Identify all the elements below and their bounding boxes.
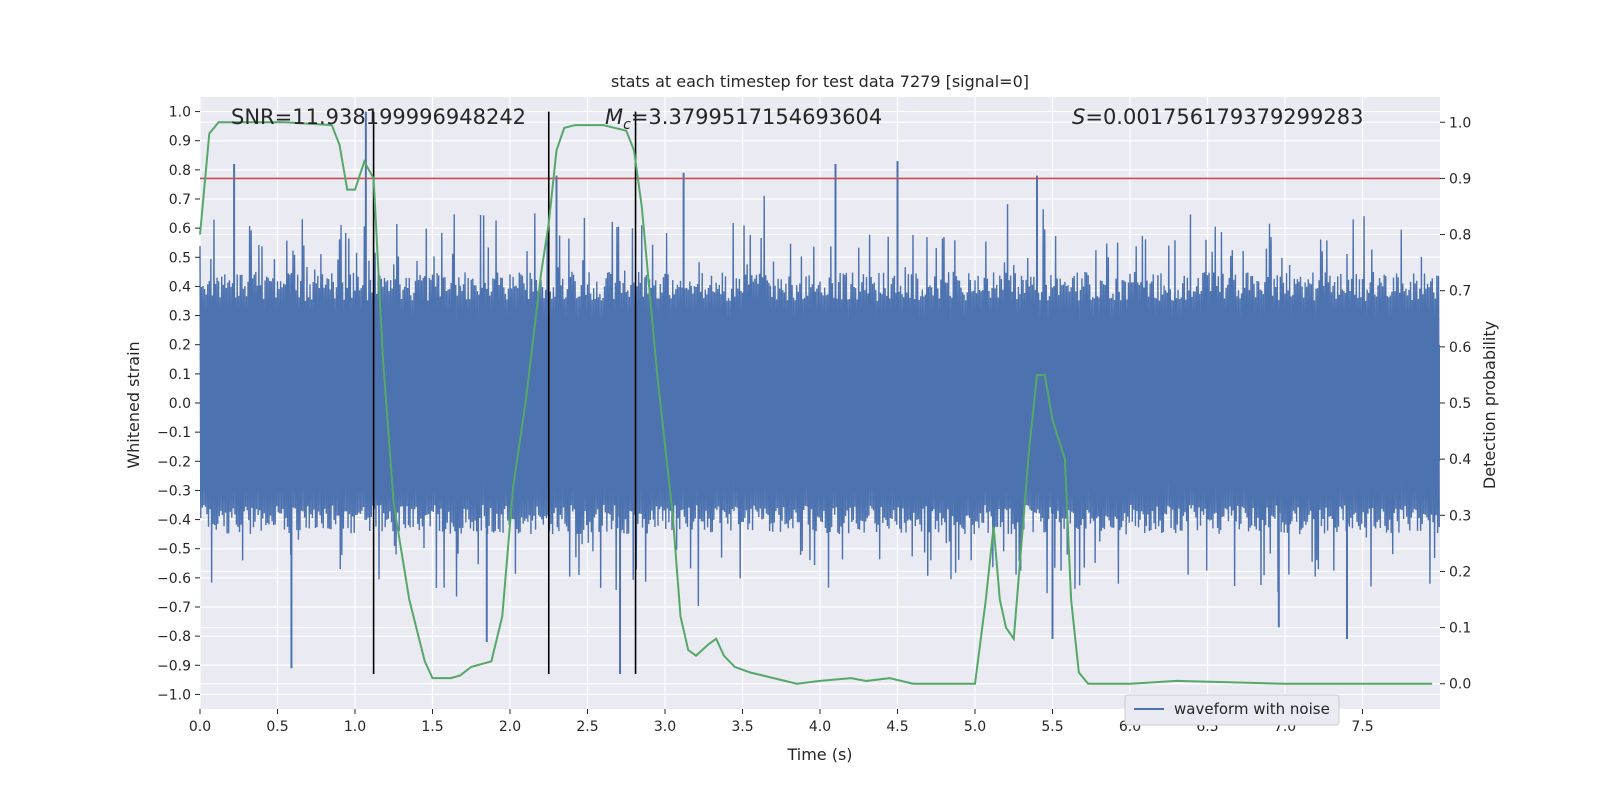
y-tick-label: −0.8 bbox=[157, 629, 191, 645]
y-axis-right-ticks: 0.0 0.1 0.2 0.3 0.4 0.5 0.6 0.7 0.8 0.9 1.0 bbox=[1440, 115, 1471, 693]
y-right-tick-label: 0.0 bbox=[1449, 677, 1471, 693]
y-axis-ticks: −1.0 −0.9 −0.8 −0.7 −0.6 −0.5 −0.4 −0.3 −0.2 −0.1… bbox=[157, 105, 200, 703]
x-tick-label: 0.5 bbox=[266, 719, 288, 735]
probability-series bbox=[199, 121, 1433, 685]
y-tick-label: 1.0 bbox=[169, 105, 191, 121]
x-tick-label: 5.5 bbox=[1041, 719, 1063, 735]
y-right-tick-label: 0.9 bbox=[1449, 171, 1471, 187]
y-tick-label: −0.3 bbox=[157, 483, 191, 499]
y-tick-label: 0.0 bbox=[169, 396, 191, 412]
y-tick-label: −1.0 bbox=[157, 687, 191, 703]
x-tick-label: 1.5 bbox=[421, 719, 443, 735]
y-tick-label: 0.6 bbox=[169, 221, 191, 237]
y-tick-label: 0.5 bbox=[169, 250, 191, 266]
y-right-tick-label: 0.3 bbox=[1449, 508, 1471, 524]
waveform-core-band bbox=[200, 344, 1440, 462]
x-axis-label: Time (s) bbox=[786, 745, 852, 764]
y-tick-label: −0.1 bbox=[157, 425, 191, 441]
x-tick-label: 5.0 bbox=[964, 719, 986, 735]
probability-line bbox=[199, 121, 1433, 685]
y-right-tick-label: 0.5 bbox=[1449, 396, 1471, 412]
y-tick-label: 0.3 bbox=[169, 309, 191, 325]
y-axis-label: Whitened strain bbox=[124, 341, 143, 468]
x-tick-label: 7.5 bbox=[1351, 719, 1373, 735]
mc-value: =3.3799517154693604 bbox=[631, 105, 882, 129]
mc-symbol: M bbox=[605, 105, 623, 129]
x-tick-label: 3.0 bbox=[654, 719, 676, 735]
y-tick-label: 0.4 bbox=[169, 279, 191, 295]
y-tick-label: 0.7 bbox=[169, 192, 191, 208]
y-tick-label: −0.7 bbox=[157, 600, 191, 616]
s-value: =0.001756179379299283 bbox=[1085, 105, 1363, 129]
y-tick-label: 0.8 bbox=[169, 163, 191, 179]
y-right-tick-label: 0.2 bbox=[1449, 564, 1471, 580]
chirp-mass-annotation: Mc=3.3799517154693604 bbox=[605, 105, 882, 133]
y-tick-label: −0.2 bbox=[157, 454, 191, 470]
vertical-markers bbox=[372, 111, 637, 675]
y-tick-label: −0.5 bbox=[157, 542, 191, 558]
snr-annotation: SNR=11.938199996948242 bbox=[231, 105, 526, 129]
mc-subscript: c bbox=[623, 117, 631, 133]
y-tick-label: 0.9 bbox=[169, 134, 191, 150]
legend-label-waveform: waveform with noise bbox=[1174, 700, 1330, 718]
s-annotation: S=0.001756179379299283 bbox=[1072, 105, 1363, 129]
y-tick-label: −0.9 bbox=[157, 658, 191, 674]
x-tick-label: 2.5 bbox=[576, 719, 598, 735]
y-right-tick-label: 0.6 bbox=[1449, 340, 1471, 356]
x-tick-label: 1.0 bbox=[344, 719, 366, 735]
y-tick-label: −0.4 bbox=[157, 513, 191, 529]
y-tick-label: −0.6 bbox=[157, 571, 191, 587]
s-symbol: S bbox=[1072, 105, 1085, 129]
y-right-tick-label: 0.8 bbox=[1449, 228, 1471, 244]
x-tick-label: 2.0 bbox=[499, 719, 521, 735]
y-right-tick-label: 0.1 bbox=[1449, 621, 1471, 637]
x-tick-label: 0.0 bbox=[189, 719, 211, 735]
x-tick-label: 4.5 bbox=[886, 719, 908, 735]
y-axis-right-label: Detection probability bbox=[1480, 321, 1499, 489]
y-tick-label: 0.1 bbox=[169, 367, 191, 383]
x-tick-label: 3.5 bbox=[731, 719, 753, 735]
y-right-tick-label: 0.4 bbox=[1449, 452, 1471, 468]
chart-title: stats at each timestep for test data 727… bbox=[611, 72, 1029, 91]
y-right-tick-label: 1.0 bbox=[1449, 115, 1471, 131]
legend: waveform with noise bbox=[1124, 694, 1340, 726]
legend-box bbox=[1124, 694, 1340, 726]
waveform-series bbox=[199, 111, 1440, 675]
x-tick-label: 4.0 bbox=[809, 719, 831, 735]
y-tick-label: 0.2 bbox=[169, 338, 191, 354]
y-right-tick-label: 0.7 bbox=[1449, 284, 1471, 300]
